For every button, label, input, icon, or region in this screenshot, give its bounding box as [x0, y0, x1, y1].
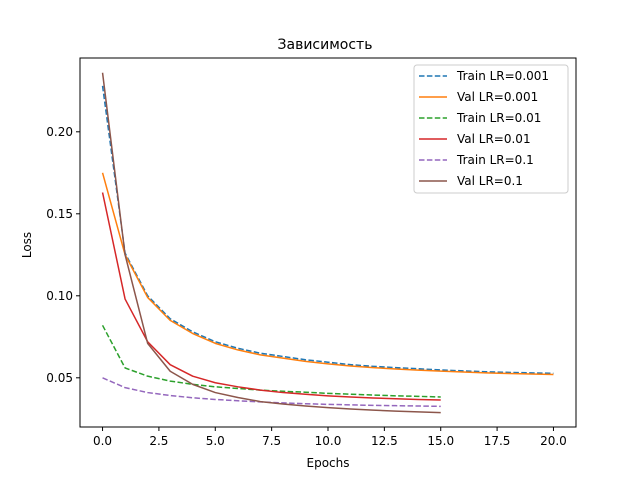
plot-lines — [101, 72, 554, 414]
y-tick-label: 0.10 — [46, 289, 73, 303]
series-line — [101, 324, 441, 398]
y-tick-label: 0.05 — [46, 371, 73, 385]
legend-label: Val LR=0.001 — [457, 90, 538, 104]
legend-label: Train LR=0.01 — [456, 111, 541, 125]
series-line — [102, 377, 441, 408]
x-tick-label: 20.0 — [540, 434, 567, 448]
x-tick-label: 5.0 — [206, 434, 225, 448]
series-line — [101, 172, 554, 376]
y-axis-ticks: 0.05 0.10 0.15 0.20 — [46, 125, 80, 385]
legend-label: Val LR=0.1 — [457, 174, 523, 188]
x-tick-label: 15.0 — [427, 434, 454, 448]
x-tick-label: 12.5 — [371, 434, 398, 448]
series-line — [101, 72, 441, 414]
legend: Train LR=0.001 Val LR=0.001 Train LR=0.01 V… — [413, 64, 569, 194]
x-tick-label: 17.5 — [484, 434, 511, 448]
x-tick-label: 0.0 — [93, 434, 112, 448]
legend-label: Train LR=0.001 — [456, 69, 549, 83]
y-tick-label: 0.20 — [46, 125, 73, 139]
y-axis-label: Loss — [20, 232, 34, 258]
series-line — [101, 85, 554, 375]
legend-label: Train LR=0.1 — [456, 153, 534, 167]
x-tick-label: 10.0 — [315, 434, 342, 448]
x-axis-ticks: 0.0 2.5 5.0 7.5 10.0 12.5 15.0 17.5 20.0 — [93, 427, 567, 448]
series-line — [101, 192, 441, 401]
x-axis-label: Epochs — [307, 456, 350, 470]
chart-title: Зависимость — [278, 37, 373, 53]
y-tick-label: 0.15 — [46, 207, 73, 221]
legend-label: Val LR=0.01 — [457, 132, 531, 146]
x-tick-label: 2.5 — [149, 434, 168, 448]
x-tick-label: 7.5 — [262, 434, 281, 448]
legend-box — [413, 64, 569, 194]
